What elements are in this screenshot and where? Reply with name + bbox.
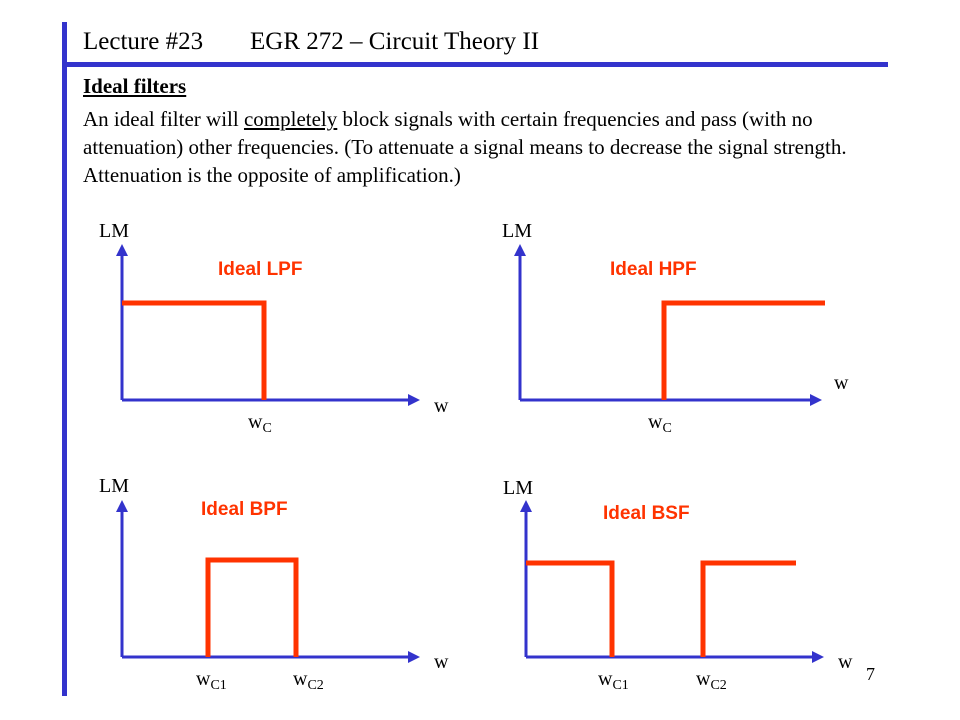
bpf-response xyxy=(205,557,299,657)
lecture-number: Lecture #23 xyxy=(83,28,204,55)
bpf-y-arrow xyxy=(116,500,128,512)
header-underline-bar xyxy=(62,62,888,67)
lpf-title: Ideal LPF xyxy=(218,259,302,280)
bsf-cutoff1-label: wC1 xyxy=(598,668,629,693)
bpf-title: Ideal BPF xyxy=(201,499,288,520)
lpf-cutoff-label: wC xyxy=(248,411,272,436)
bsf-plot: LM Ideal BSF w wC1 wC2 xyxy=(503,477,853,693)
intro-paragraph: An ideal filter will completely block si… xyxy=(83,105,873,189)
paragraph-before: An ideal filter will xyxy=(83,107,244,131)
bsf-response-high xyxy=(700,560,796,657)
bpf-xlabel: w xyxy=(434,651,449,673)
course-title: EGR 272 – Circuit Theory II xyxy=(250,28,540,55)
hpf-y-arrow xyxy=(514,244,526,256)
hpf-xlabel: w xyxy=(834,372,849,394)
paragraph-emphasis: completely xyxy=(243,107,338,131)
bsf-ylabel: LM xyxy=(503,477,533,499)
lpf-response xyxy=(122,300,267,400)
bpf-x-arrow xyxy=(408,651,420,663)
left-frame-bar xyxy=(62,22,67,696)
lpf-y-arrow xyxy=(116,244,128,256)
bsf-y-arrow xyxy=(520,500,532,512)
hpf-ylabel: LM xyxy=(502,220,532,242)
hpf-cutoff-label: wC xyxy=(648,411,672,436)
lpf-x-arrow xyxy=(408,394,420,406)
bsf-x-arrow xyxy=(812,651,824,663)
hpf-response xyxy=(661,300,825,400)
bsf-cutoff2-label: wC2 xyxy=(696,668,727,693)
hpf-title: Ideal HPF xyxy=(610,259,697,280)
lpf-plot: LM Ideal LPF w wC xyxy=(99,220,449,436)
bsf-title: Ideal BSF xyxy=(603,503,690,524)
section-title: Ideal filters xyxy=(83,74,187,98)
hpf-plot: LM Ideal HPF w wC xyxy=(502,220,849,436)
slide-header: Lecture #23 EGR 272 – Circuit Theory II xyxy=(83,28,539,56)
bpf-plot: LM Ideal BPF w wC1 wC2 xyxy=(99,475,449,693)
lpf-ylabel: LM xyxy=(99,220,129,242)
hpf-x-arrow xyxy=(810,394,822,406)
page-number: 7 xyxy=(866,664,875,684)
lpf-xlabel: w xyxy=(434,395,449,417)
bpf-cutoff1-label: wC1 xyxy=(196,668,227,693)
bpf-ylabel: LM xyxy=(99,475,129,497)
bsf-xlabel: w xyxy=(838,651,853,673)
paragraph-after: block signals with certain frequencies a… xyxy=(83,107,847,187)
bsf-response-low xyxy=(526,560,615,657)
bpf-cutoff2-label: wC2 xyxy=(293,668,324,693)
